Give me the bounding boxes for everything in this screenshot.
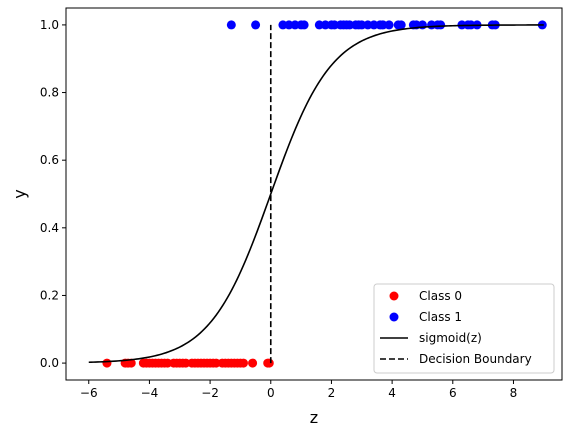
legend-label-2: sigmoid(z) xyxy=(419,331,482,345)
x-tick-label: 2 xyxy=(328,386,336,400)
x-tick-label: −6 xyxy=(80,386,98,400)
series-1-point-6 xyxy=(299,20,309,30)
series-1-point-1 xyxy=(251,20,261,30)
series-1-point-24 xyxy=(396,20,406,30)
series-0-point-34 xyxy=(238,358,248,368)
series-0-point-35 xyxy=(248,358,258,368)
legend-box xyxy=(373,283,555,374)
x-tick-label: 0 xyxy=(267,386,275,400)
x-tick-label: 4 xyxy=(388,386,396,400)
series-1-point-30 xyxy=(436,20,446,30)
y-axis-title: y xyxy=(10,189,29,198)
series-0-point-37 xyxy=(264,358,274,368)
legend-label-3: Decision Boundary xyxy=(419,352,532,366)
y-tick-label: 0.8 xyxy=(40,86,59,100)
x-axis-title: z xyxy=(310,408,318,427)
legend-label-1: Class 1 xyxy=(419,310,462,324)
x-axis: −6 −4 −2 0 2 4 6 8 xyxy=(80,380,517,400)
y-tick-label: 0.4 xyxy=(40,221,59,235)
plot-area xyxy=(88,20,547,368)
x-tick-label: −4 xyxy=(141,386,159,400)
y-tick-label: 0.6 xyxy=(40,153,59,167)
series-0-point-0 xyxy=(102,358,112,368)
x-tick-label: 8 xyxy=(510,386,518,400)
legend-marker-0 xyxy=(389,291,399,301)
series-0-point-3 xyxy=(126,358,136,368)
sigmoid-line xyxy=(88,24,544,364)
x-tick-label: 6 xyxy=(449,386,457,400)
y-tick-label: 0.0 xyxy=(40,356,59,370)
x-tick-label: −2 xyxy=(201,386,219,400)
series-1-point-22 xyxy=(384,20,394,30)
y-tick-label: 1.0 xyxy=(40,18,59,32)
legend-label-0: Class 0 xyxy=(419,289,462,303)
y-tick-label: 0.2 xyxy=(40,288,59,302)
plot-frame xyxy=(65,7,563,381)
legend: Class 0 Class 1 sigmoid(z) Decision Boundar… xyxy=(373,283,555,374)
legend-marker-1 xyxy=(389,312,399,322)
series-1-point-0 xyxy=(226,20,236,30)
y-axis: 0.0 0.2 0.4 0.6 0.8 1.0 xyxy=(40,18,66,370)
